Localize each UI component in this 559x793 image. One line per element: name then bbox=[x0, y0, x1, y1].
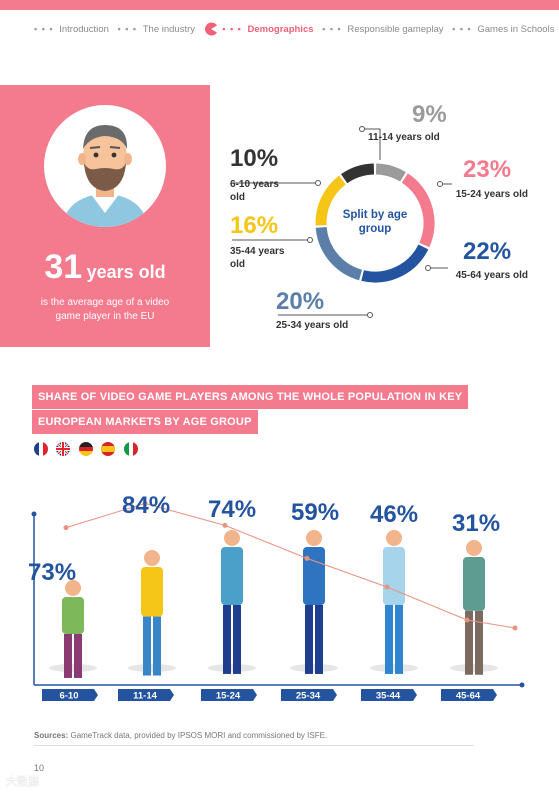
data-point-45-64 bbox=[464, 617, 470, 623]
category-label-35-44: 35-44 bbox=[376, 691, 401, 702]
spain-flag-icon bbox=[101, 441, 116, 456]
category-tick-6-10: 6-10 bbox=[42, 689, 98, 702]
person-15-24-illustration bbox=[208, 530, 256, 674]
y-axis-end-dot bbox=[31, 511, 37, 517]
uk-flag-icon bbox=[56, 441, 71, 456]
value-label-45-64: 31% bbox=[452, 510, 500, 537]
sources-note: Sources: GameTrack data, provided by IPS… bbox=[34, 731, 327, 740]
split-label-11-14: 11-14 years old bbox=[368, 132, 440, 143]
data-point-25-34 bbox=[304, 555, 310, 561]
donut-segment-35-44 bbox=[315, 175, 346, 226]
category-label-15-24: 15-24 bbox=[216, 691, 241, 702]
data-point-11-14 bbox=[142, 500, 148, 506]
people-illustrations bbox=[49, 530, 498, 678]
value-label-25-34: 59% bbox=[291, 499, 339, 526]
donut-segment-15-24 bbox=[401, 173, 435, 248]
age-split-donut bbox=[310, 158, 440, 288]
market-flags bbox=[34, 440, 142, 456]
nav-dots: ▪ ▪ ▪ bbox=[222, 24, 242, 34]
value-label-6-10: 73% bbox=[28, 559, 76, 586]
split-label-15-24: 15-24 years old bbox=[455, 189, 528, 200]
person-6-10-illustration bbox=[49, 580, 97, 678]
x-axis-end-dot bbox=[519, 682, 525, 688]
footer-divider bbox=[34, 745, 474, 746]
value-label-35-44: 46% bbox=[370, 501, 418, 528]
split-pct-25-34: 20% bbox=[276, 288, 325, 315]
donut-segment-6-10 bbox=[340, 163, 375, 184]
donut-segment-25-34 bbox=[315, 226, 363, 281]
donut-svg bbox=[315, 163, 435, 283]
nav-dots: ▪ ▪ ▪ bbox=[34, 24, 54, 34]
section-nav: ▪ ▪ ▪ Introduction ▪ ▪ ▪ The industry ▪ … bbox=[34, 22, 559, 36]
share-title-line-2: EUROPEAN MARKETS BY AGE GROUP bbox=[32, 410, 258, 434]
bearded-man-illustration bbox=[62, 125, 148, 227]
split-label-35-44: 35-44 years old bbox=[230, 246, 285, 270]
value-label-11-14: 84% bbox=[122, 492, 170, 519]
person-35-44-illustration bbox=[370, 530, 418, 674]
category-tick-25-34: 25-34 bbox=[281, 689, 337, 702]
split-pct-11-14: 9% bbox=[412, 101, 447, 128]
nav-item-introduction[interactable]: Introduction bbox=[59, 23, 109, 35]
italy-flag-icon bbox=[123, 441, 138, 456]
france-flag-icon bbox=[34, 441, 48, 456]
average-age-description: is the average age of a video game playe… bbox=[40, 297, 170, 322]
top-accent-bar bbox=[0, 0, 559, 10]
share-by-age-chart: 73% 84% 74% 59% 46% 31% 6-10 11-14 15-24 25-34 35… bbox=[28, 492, 525, 702]
person-25-34-illustration bbox=[290, 530, 338, 674]
split-label-45-64: 45-64 years old bbox=[455, 270, 528, 281]
nav-item-demographics[interactable]: Demographics bbox=[247, 23, 314, 35]
share-title-line-1: SHARE OF VIDEO GAME PLAYERS AMONG THE WH… bbox=[32, 385, 469, 409]
category-label-45-64: 45-64 bbox=[456, 691, 481, 702]
split-pct-6-10: 10% bbox=[230, 145, 279, 172]
pacman-icon bbox=[204, 22, 218, 36]
nav-item-games-in-schools[interactable]: Games in Schools bbox=[477, 23, 555, 35]
nav-dots: ▪ ▪ ▪ bbox=[117, 24, 138, 34]
split-label-6-10: 6-10 years old bbox=[230, 179, 279, 203]
person-11-14-illustration bbox=[128, 550, 176, 676]
nav-dots: ▪ ▪ ▪ bbox=[452, 24, 472, 34]
split-pct-35-44: 16% bbox=[230, 212, 279, 239]
donut-leader-lines bbox=[232, 126, 452, 318]
donut-segment-45-64 bbox=[361, 244, 429, 283]
nav-dots: ▪ ▪ ▪ bbox=[322, 24, 342, 34]
sources-label: Sources: bbox=[34, 731, 69, 740]
category-tick-11-14: 11-14 bbox=[118, 689, 174, 702]
data-point-35-44 bbox=[384, 584, 390, 590]
person-45-64-illustration bbox=[450, 540, 498, 675]
avatar bbox=[44, 105, 166, 227]
data-point-15-24 bbox=[222, 522, 228, 528]
sources-text: GameTrack data, provided by IPSOS MORI a… bbox=[70, 731, 328, 740]
split-pct-15-24: 23% bbox=[463, 156, 512, 183]
category-tick-45-64: 45-64 bbox=[441, 689, 497, 702]
watermark: 大数据 bbox=[6, 776, 39, 788]
category-label-6-10: 6-10 bbox=[59, 691, 78, 702]
nav-item-the-industry[interactable]: The industry bbox=[142, 23, 196, 35]
average-age-unit: years old bbox=[86, 262, 166, 282]
page-number: 10 bbox=[34, 763, 45, 773]
data-point-end bbox=[512, 625, 518, 631]
donut-segment-11-14 bbox=[375, 163, 406, 182]
donut-center-label: Split by age group bbox=[342, 209, 408, 235]
split-label-25-34: 25-34 years old bbox=[276, 320, 349, 331]
category-label-11-14: 11-14 bbox=[133, 691, 157, 702]
category-label-25-34: 25-34 bbox=[296, 691, 321, 702]
average-age-heading: 31 years old bbox=[0, 248, 210, 287]
nav-item-responsible-gameplay[interactable]: Responsible gameplay bbox=[347, 23, 444, 35]
germany-flag-icon bbox=[78, 441, 93, 456]
value-label-15-24: 74% bbox=[208, 496, 256, 523]
average-age-number: 31 bbox=[44, 248, 83, 286]
split-pct-45-64: 22% bbox=[463, 238, 512, 265]
data-point-6-10 bbox=[63, 525, 69, 531]
category-tick-15-24: 15-24 bbox=[201, 689, 257, 702]
category-tick-35-44: 35-44 bbox=[361, 689, 417, 702]
